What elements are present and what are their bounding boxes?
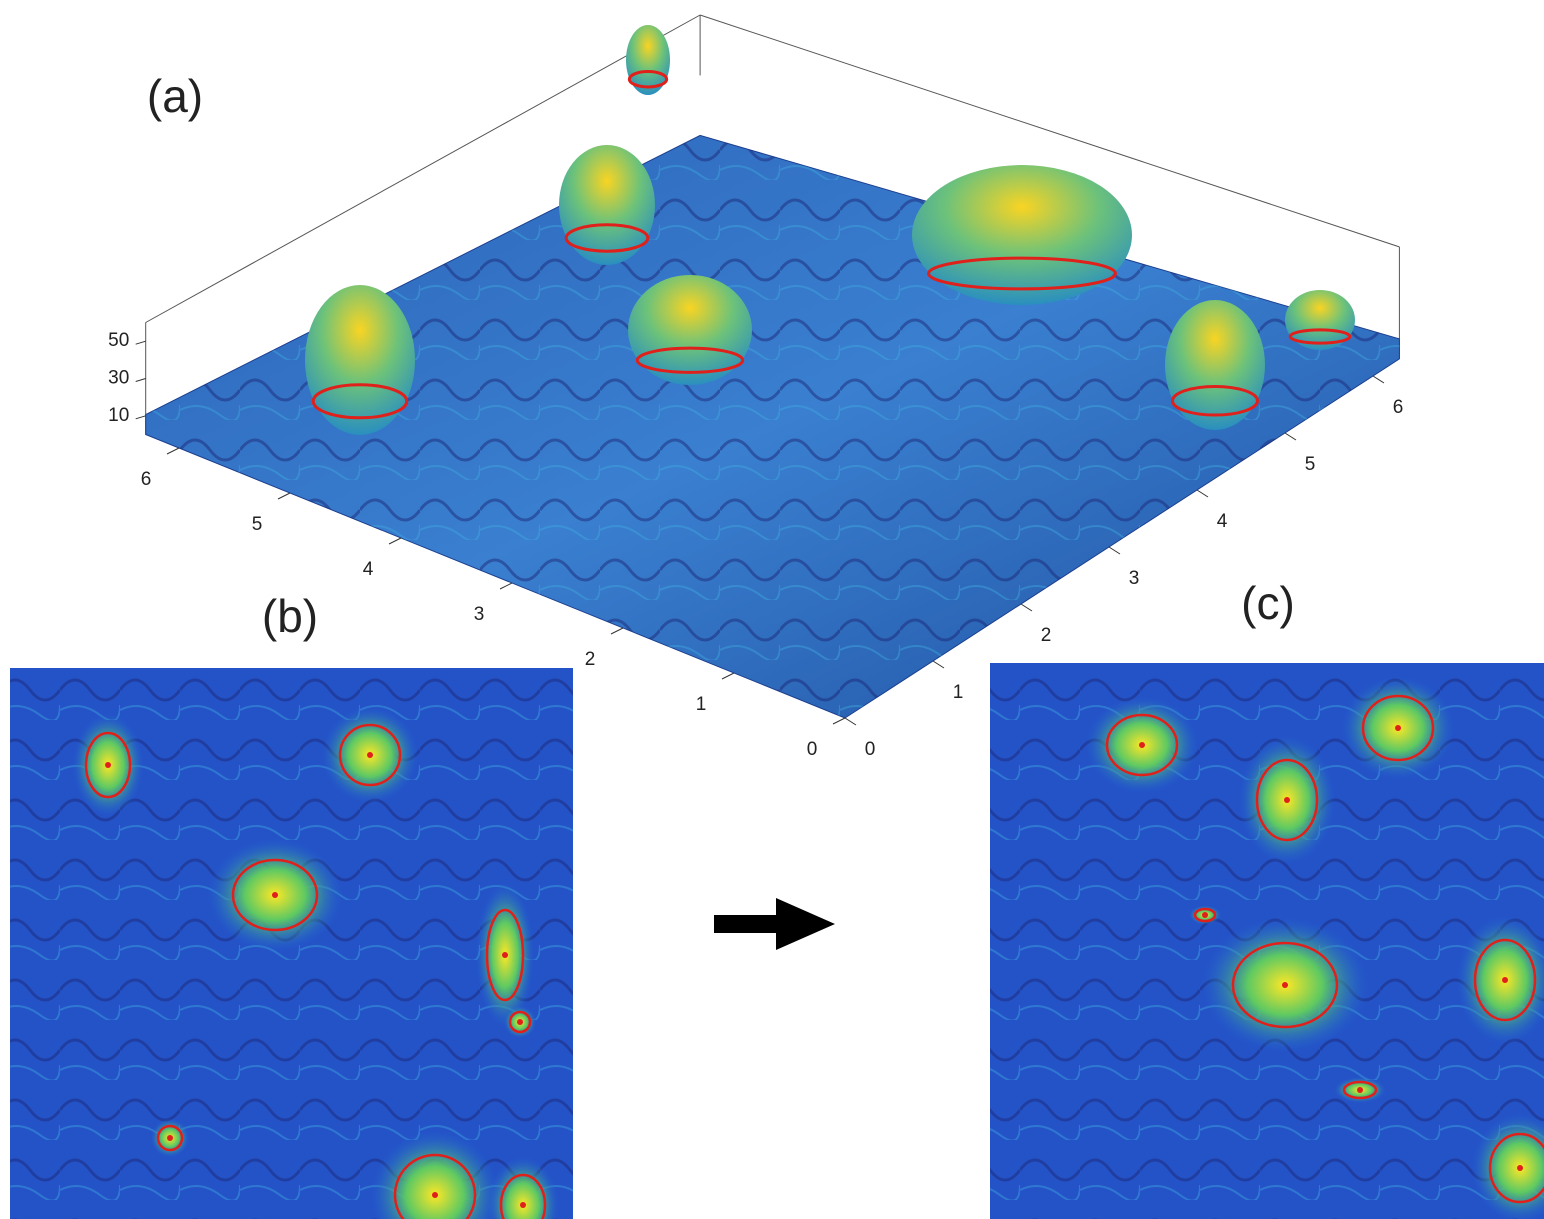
- x-tick: [167, 448, 179, 454]
- peak: [912, 165, 1132, 305]
- z-tick-label: 30: [108, 368, 129, 389]
- vortex-center: [367, 752, 373, 758]
- y-tick-label: 4: [1217, 511, 1228, 532]
- x-tick-label: 3: [474, 604, 485, 625]
- vortex-center: [1395, 725, 1401, 731]
- vortex-center: [502, 952, 508, 958]
- vortex-center: [520, 1202, 526, 1208]
- x-tick: [722, 673, 734, 679]
- z-tick: [136, 379, 146, 382]
- heatmap-panel-b: (b): [10, 590, 573, 1219]
- y-tick-label: 0: [865, 739, 876, 760]
- vortex-center: [105, 762, 111, 768]
- peak: [305, 285, 415, 435]
- y-tick-label: 1: [953, 682, 964, 703]
- vortex-center: [1502, 977, 1508, 983]
- y-tick-label: 2: [1041, 625, 1052, 646]
- surface-panel: 0 1 2 3 4 5 6 0 1 2 3 4 5 6 10 30 50 (a): [108, 15, 1403, 760]
- heatmap-panel-c: (c): [990, 577, 1544, 1219]
- x-tick: [500, 583, 512, 589]
- y-tick-label: 6: [1393, 397, 1404, 418]
- y-tick: [1021, 604, 1032, 611]
- vortex-center: [272, 892, 278, 898]
- panel-label: (b): [262, 590, 318, 642]
- z-tick-label: 10: [108, 405, 129, 426]
- z-tick: [136, 341, 146, 344]
- z-tick: [136, 416, 146, 419]
- y-tick: [1373, 376, 1384, 383]
- vortex-center: [1202, 912, 1208, 918]
- x-tick-label: 4: [363, 559, 374, 580]
- y-tick: [1109, 547, 1120, 554]
- y-tick: [845, 718, 856, 725]
- y-tick: [933, 661, 944, 668]
- vortex-center: [1284, 797, 1290, 803]
- x-tick-label: 1: [696, 694, 707, 715]
- x-tick-label: 0: [807, 739, 818, 760]
- y-tick-label: 3: [1129, 568, 1140, 589]
- vortex-center: [1282, 982, 1288, 988]
- figure: 0 1 2 3 4 5 6 0 1 2 3 4 5 6 10 30 50 (a) (b) (c): [0, 0, 1544, 1219]
- heatmap: [10, 668, 573, 1219]
- vortex-center: [432, 1192, 438, 1198]
- vortex-center: [517, 1019, 523, 1025]
- y-tick: [1285, 433, 1296, 440]
- x-tick: [611, 628, 623, 634]
- arrow: [714, 898, 835, 950]
- x-tick: [278, 493, 290, 499]
- vortex-center: [1517, 1165, 1523, 1171]
- x-tick: [389, 538, 401, 544]
- heatmap: [990, 663, 1544, 1219]
- vortex-center: [1357, 1087, 1363, 1093]
- panel-label: (a): [147, 70, 203, 122]
- y-tick-label: 5: [1305, 454, 1316, 475]
- x-tick-label: 5: [252, 514, 263, 535]
- x-tick-label: 6: [141, 469, 152, 490]
- x-tick-label: 2: [585, 649, 596, 670]
- vortex-center: [167, 1135, 173, 1141]
- vortex-center: [1139, 742, 1145, 748]
- y-tick: [1197, 490, 1208, 497]
- x-tick: [833, 718, 845, 724]
- z-tick-label: 50: [108, 330, 129, 351]
- panel-label: (c): [1241, 577, 1295, 629]
